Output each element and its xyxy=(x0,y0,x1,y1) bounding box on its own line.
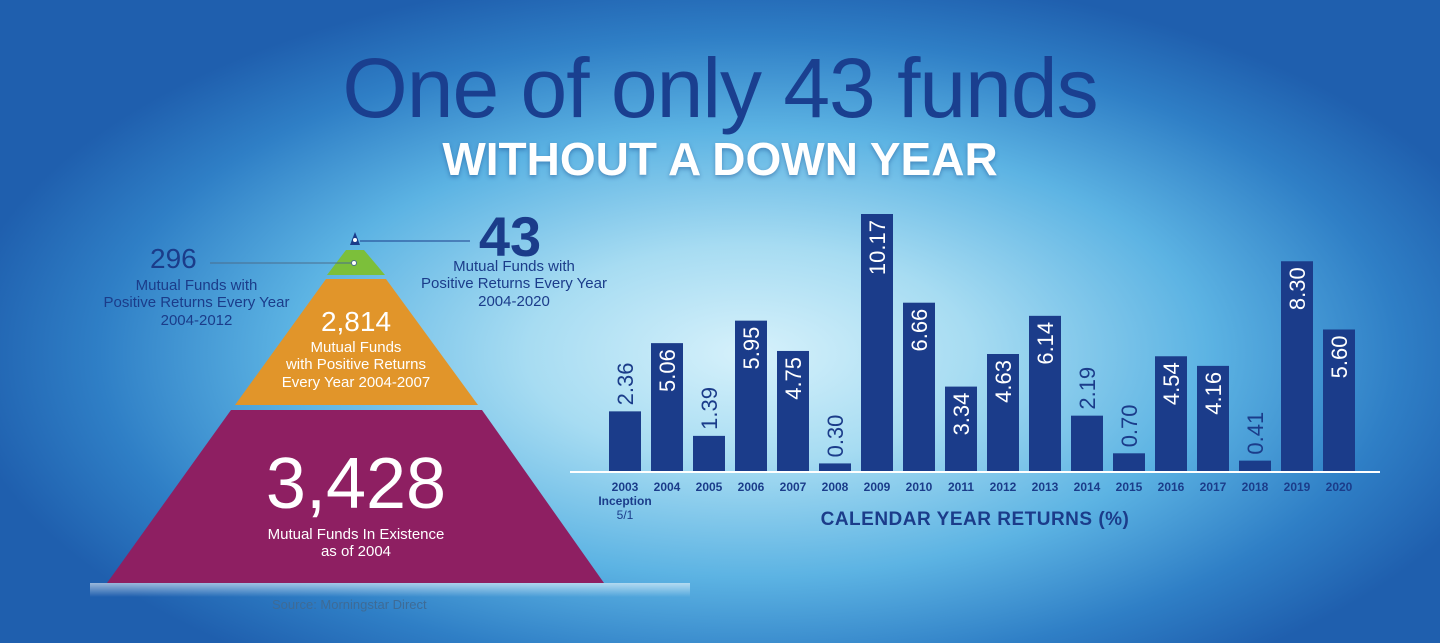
bar-2015 xyxy=(1113,453,1145,471)
x-tick-label-2020: 2020 xyxy=(1326,480,1353,494)
x-tick-label-2011: 2011 xyxy=(948,480,974,494)
x-tick-label-2018: 2018 xyxy=(1242,480,1269,494)
bar-value-label-2017: 4.16 xyxy=(1201,372,1226,415)
tier-3428-caption: Mutual Funds In Existence as of 2004 xyxy=(267,526,445,561)
bar-value-label-2004: 5.06 xyxy=(655,349,680,392)
bar-value-label-2016: 4.54 xyxy=(1159,362,1184,405)
bar-2016 xyxy=(1155,356,1187,471)
bar-value-label-2014: 2.19 xyxy=(1075,367,1100,410)
bar-value-label-2018: 0.41 xyxy=(1243,412,1268,455)
pyramid-base-reflection xyxy=(90,583,690,597)
bar-value-label-2005: 1.39 xyxy=(697,387,722,430)
bar-value-label-2008: 0.30 xyxy=(823,415,848,458)
tier-296-number: 296 xyxy=(150,243,197,274)
x-tick-label-2016: 2016 xyxy=(1158,480,1185,494)
bar-2014 xyxy=(1071,415,1103,471)
bar-2003 xyxy=(609,411,641,471)
bar-2019 xyxy=(1281,261,1313,471)
bar-2017 xyxy=(1197,365,1229,471)
x-tick-label-2006: 2006 xyxy=(738,480,765,494)
x-tick-label-2013: 2013 xyxy=(1032,480,1059,494)
bar-2004 xyxy=(651,343,683,471)
source-note: Source: Morningstar Direct xyxy=(272,597,427,612)
bar-value-label-2019: 8.30 xyxy=(1285,267,1310,310)
callout-dot-296 xyxy=(351,260,357,266)
bar-value-label-2010: 6.66 xyxy=(907,309,932,352)
subheadline: WITHOUT A DOWN YEAR xyxy=(442,133,998,185)
callout-dot-43 xyxy=(352,237,358,243)
x-tick-label-2008: 2008 xyxy=(822,480,849,494)
bar-2012 xyxy=(987,353,1019,471)
bar-value-label-2015: 0.70 xyxy=(1117,404,1142,447)
bar-value-label-2020: 5.60 xyxy=(1327,335,1352,378)
bar-2007 xyxy=(777,350,809,471)
tier-2814-caption: Mutual Funds with Positive Returns Every… xyxy=(281,339,431,391)
x-tick-label-2003: 2003 xyxy=(612,480,639,494)
top-tier-caption: Mutual Funds with Positive Returns Every… xyxy=(421,258,607,310)
bar-value-label-2003: 2.36 xyxy=(613,363,638,406)
bar-value-label-2013: 6.14 xyxy=(1033,322,1058,365)
bar-value-label-2011: 3.34 xyxy=(949,393,974,436)
bar-value-label-2009: 10.17 xyxy=(865,220,890,275)
bar-value-label-2006: 5.95 xyxy=(739,327,764,370)
tier-3428-number: 3,428 xyxy=(265,444,447,524)
bar-2008 xyxy=(819,463,851,471)
bar-2013 xyxy=(1029,315,1061,471)
tier-296-caption: Mutual Funds with Positive Returns Every… xyxy=(103,277,290,329)
x-tick-label-2019: 2019 xyxy=(1284,480,1311,494)
tier-2814-number: 2,814 xyxy=(320,306,392,337)
bar-2005 xyxy=(693,435,725,471)
bar-2010 xyxy=(903,302,935,471)
bar-value-label-2012: 4.63 xyxy=(991,360,1016,403)
x-tick-label-2015: 2015 xyxy=(1116,480,1143,494)
x-tick-label-2004: 2004 xyxy=(654,480,681,494)
x-tick-note-2003: 5/1 xyxy=(617,508,634,522)
x-tick-label-2009: 2009 xyxy=(864,480,891,494)
headline: One of only 43 funds xyxy=(342,41,1098,135)
bar-2020 xyxy=(1323,329,1355,471)
pyramid-tier-2814 xyxy=(235,279,478,405)
x-tick-label-2010: 2010 xyxy=(906,480,933,494)
bar-2018 xyxy=(1239,460,1271,471)
bar-2009 xyxy=(861,214,893,471)
x-tick-label-2005: 2005 xyxy=(696,480,723,494)
x-tick-note-2003: Inception xyxy=(598,494,651,508)
bar-value-label-2007: 4.75 xyxy=(781,357,806,400)
top-tier-number: 43 xyxy=(478,205,542,268)
chart-xlabel: CALENDAR YEAR RETURNS (%) xyxy=(820,509,1130,530)
bar-2011 xyxy=(945,386,977,471)
x-tick-label-2014: 2014 xyxy=(1074,480,1101,494)
bar-2006 xyxy=(735,320,767,471)
pyramid-tier-3428 xyxy=(107,410,604,583)
x-tick-label-2007: 2007 xyxy=(780,480,807,494)
x-tick-label-2017: 2017 xyxy=(1200,480,1227,494)
x-tick-label-2012: 2012 xyxy=(990,480,1017,494)
